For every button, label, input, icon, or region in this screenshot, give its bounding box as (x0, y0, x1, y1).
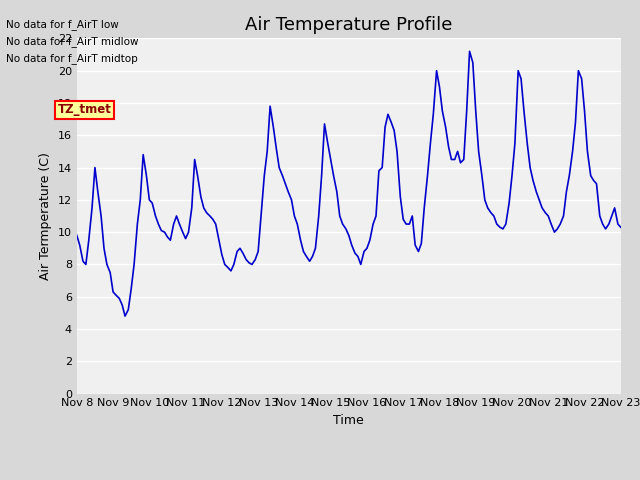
Title: Air Temperature Profile: Air Temperature Profile (245, 16, 452, 34)
Text: TZ_tmet: TZ_tmet (58, 103, 111, 116)
Text: No data for f_AirT midlow: No data for f_AirT midlow (6, 36, 139, 47)
X-axis label: Time: Time (333, 414, 364, 427)
Y-axis label: Air Termperature (C): Air Termperature (C) (39, 152, 52, 280)
Text: No data for f_AirT midtop: No data for f_AirT midtop (6, 53, 138, 64)
Legend:  (344, 456, 354, 466)
Text: No data for f_AirT low: No data for f_AirT low (6, 19, 119, 30)
